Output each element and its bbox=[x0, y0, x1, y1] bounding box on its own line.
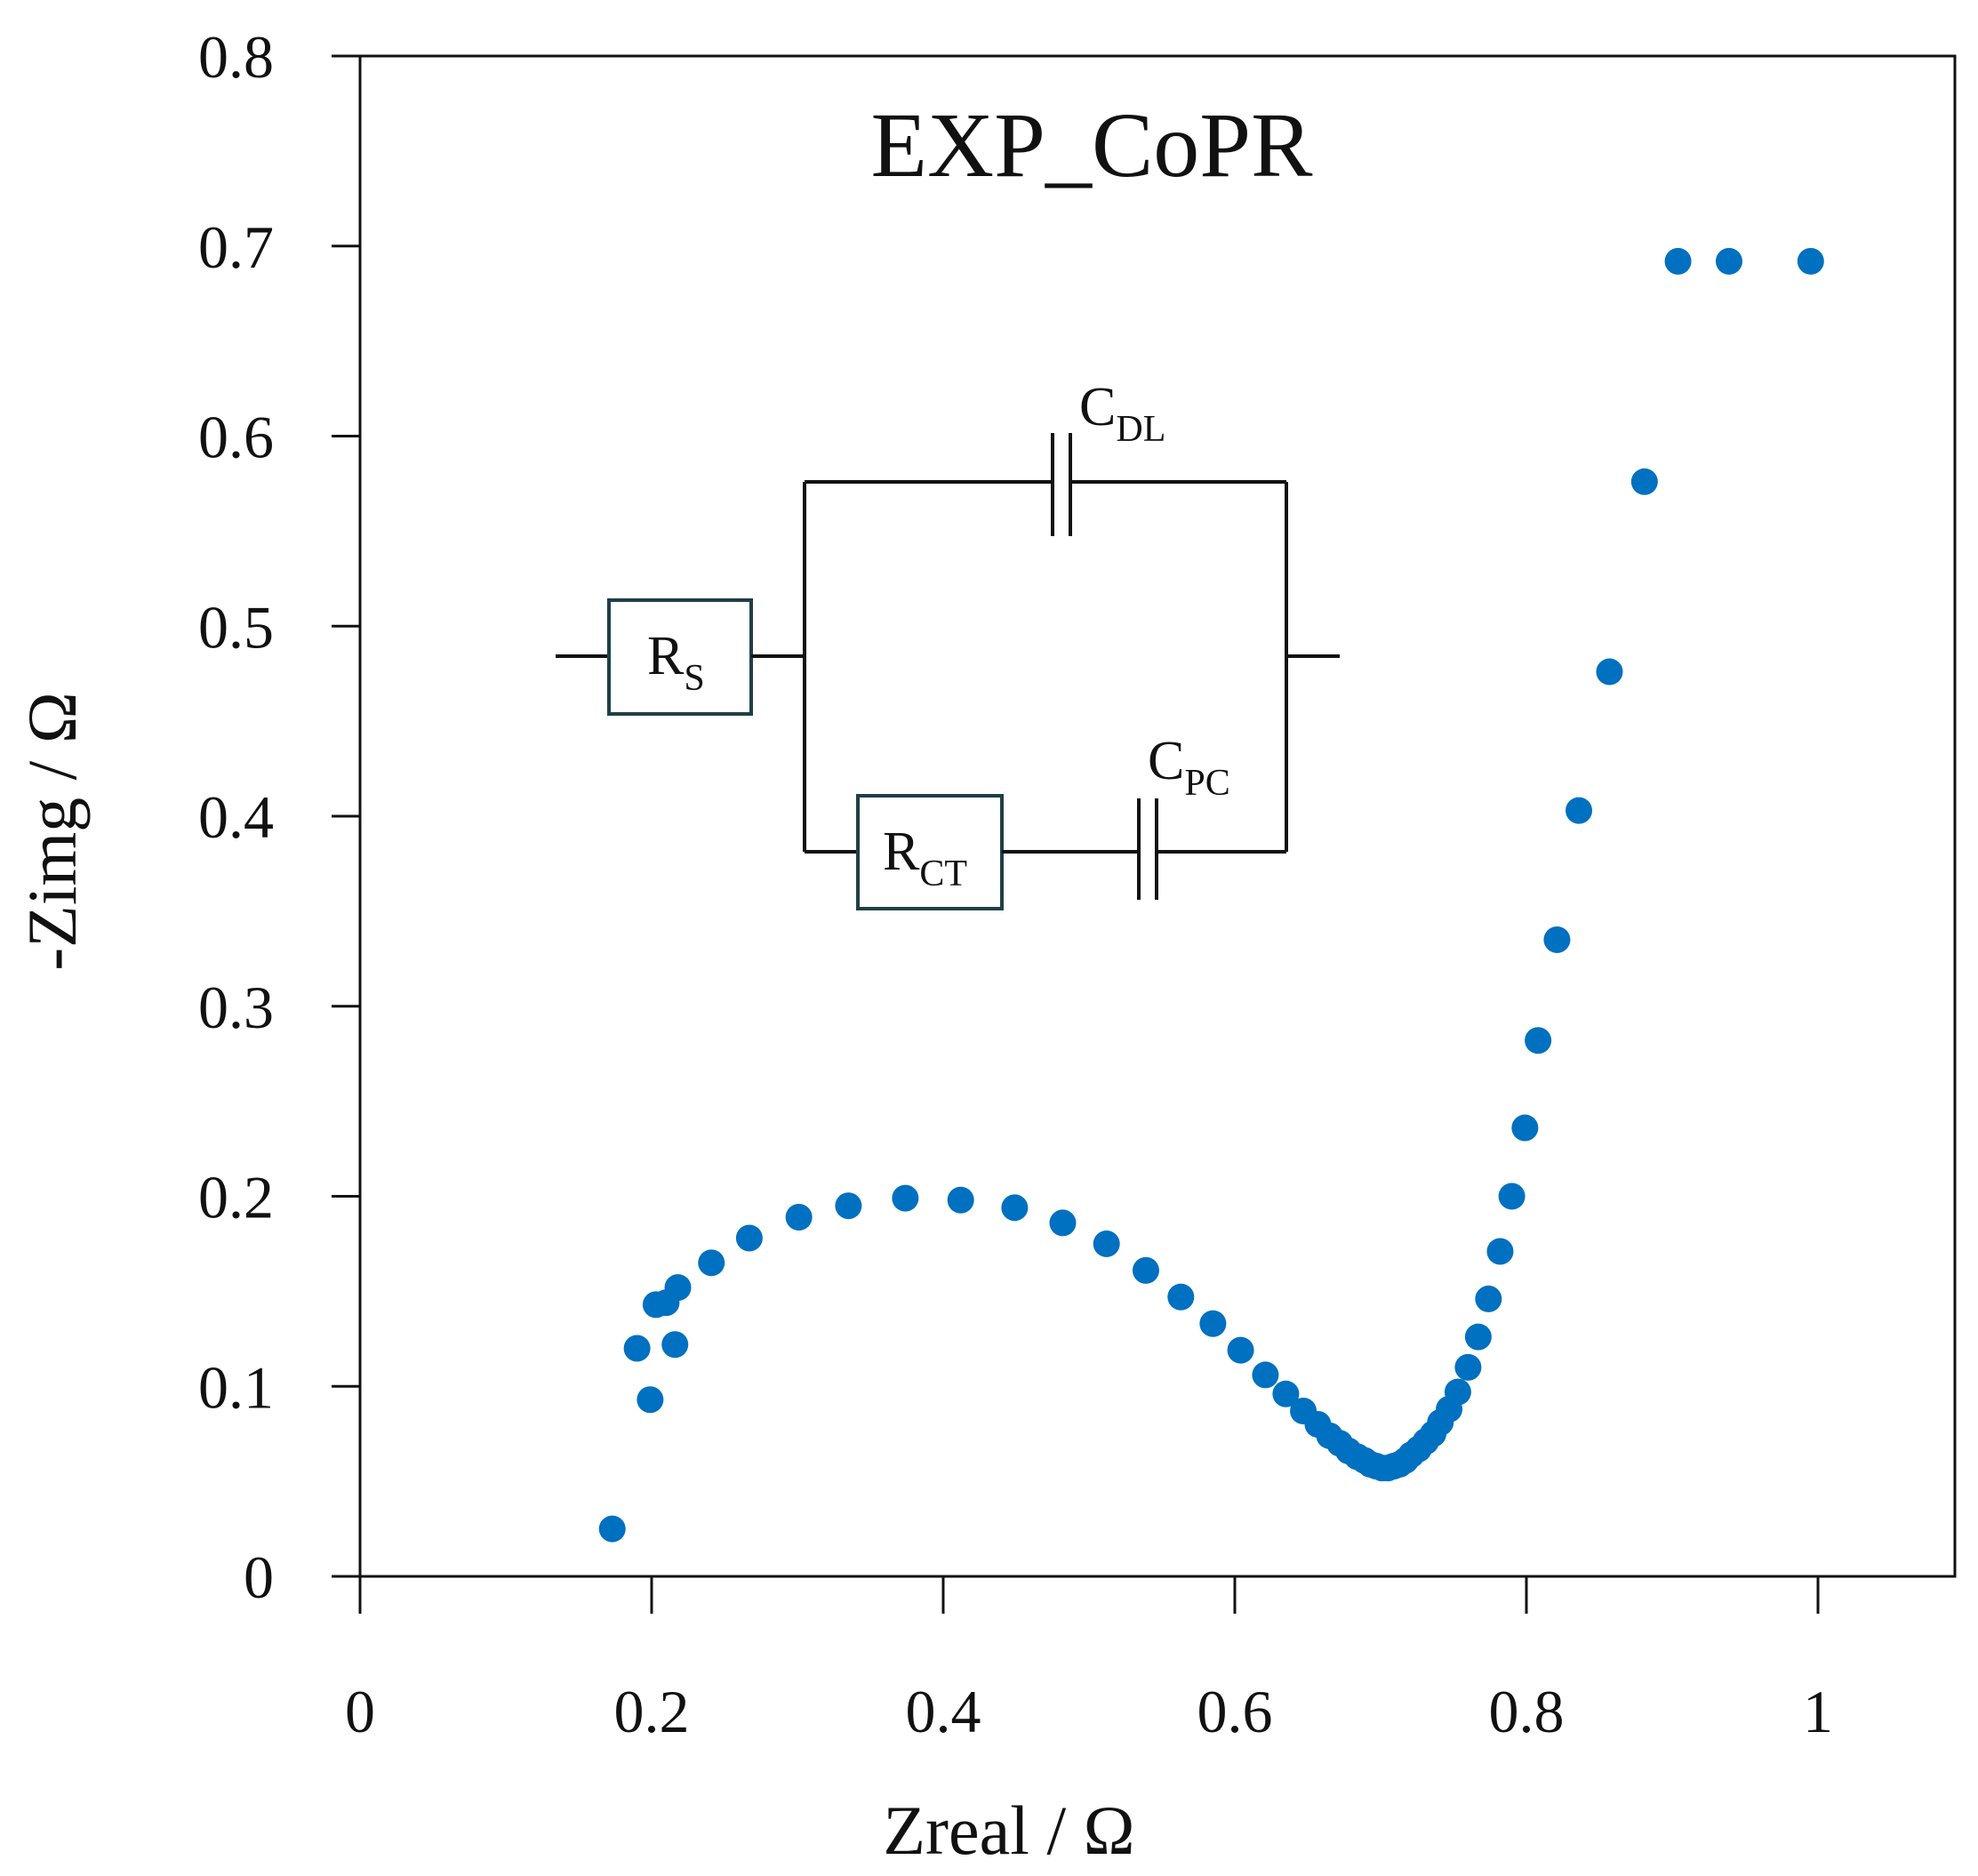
chart-title: EXP_CoPR bbox=[870, 94, 1313, 196]
data-point bbox=[698, 1249, 725, 1277]
data-point bbox=[1498, 1183, 1526, 1210]
data-point bbox=[1475, 1285, 1502, 1312]
x-tick-label: 0.4 bbox=[906, 1678, 981, 1745]
data-point bbox=[661, 1331, 689, 1359]
x-tick-label: 0.2 bbox=[614, 1678, 690, 1745]
data-point bbox=[835, 1192, 862, 1220]
data-point bbox=[598, 1515, 626, 1543]
x-tick-label: 0.8 bbox=[1489, 1678, 1565, 1745]
data-point bbox=[1630, 468, 1658, 495]
x-axis-title: Zreal / Ω bbox=[883, 1792, 1134, 1869]
data-point bbox=[1167, 1283, 1195, 1311]
x-tick-label: 0.6 bbox=[1197, 1678, 1273, 1745]
y-tick-label: 0.7 bbox=[198, 213, 274, 281]
data-point bbox=[623, 1335, 651, 1362]
data-point bbox=[1566, 797, 1593, 824]
capacitor-cdl-label: CDL bbox=[1079, 377, 1165, 450]
data-point bbox=[1001, 1194, 1029, 1222]
equivalent-circuit-diagram: RS CDL RCT CPC bbox=[556, 377, 1340, 910]
y-tick-label: 0.4 bbox=[198, 783, 274, 851]
x-axis: 0 0.2 0.4 0.6 0.8 1 bbox=[345, 1576, 1833, 1745]
data-point bbox=[1252, 1361, 1279, 1389]
data-point bbox=[785, 1204, 813, 1231]
y-axis-title: -Zimg / Ω bbox=[13, 692, 91, 971]
y-tick-label: 0.8 bbox=[198, 23, 274, 91]
data-point bbox=[1272, 1380, 1300, 1407]
capacitor-cpc-label: CPC bbox=[1148, 731, 1230, 804]
data-point bbox=[1664, 247, 1692, 275]
data-point bbox=[664, 1274, 692, 1302]
data-point bbox=[1464, 1323, 1492, 1351]
data-point bbox=[1454, 1353, 1482, 1381]
data-point bbox=[1797, 247, 1824, 275]
data-point bbox=[637, 1386, 664, 1414]
y-tick-label: 0.2 bbox=[198, 1164, 274, 1231]
resistor-rs-label: RS bbox=[647, 626, 705, 699]
y-axis: 0 0.1 0.2 0.3 0.4 0.5 0.6 0.7 0.8 bbox=[198, 23, 360, 1611]
resistor-rct-label: RCT bbox=[883, 822, 967, 894]
data-point bbox=[892, 1184, 919, 1212]
scatter-series bbox=[598, 247, 1824, 1543]
y-tick-label: 0.3 bbox=[198, 974, 274, 1041]
data-point bbox=[1525, 1027, 1552, 1054]
data-point bbox=[1093, 1230, 1120, 1257]
data-point bbox=[1596, 658, 1623, 685]
y-tick-label: 0.5 bbox=[198, 593, 274, 661]
y-tick-label: 0 bbox=[244, 1543, 274, 1611]
y-tick-label: 0.1 bbox=[198, 1353, 274, 1421]
resistor-rs bbox=[607, 598, 753, 716]
data-point bbox=[1543, 926, 1571, 953]
data-point bbox=[1199, 1310, 1227, 1337]
x-tick-label: 1 bbox=[1803, 1678, 1833, 1745]
data-point bbox=[735, 1224, 763, 1252]
data-point bbox=[947, 1186, 974, 1214]
data-point bbox=[1511, 1114, 1539, 1142]
data-point bbox=[1132, 1256, 1159, 1284]
x-tick-label: 0 bbox=[345, 1678, 375, 1745]
data-point bbox=[1444, 1378, 1471, 1406]
data-point bbox=[1227, 1336, 1254, 1364]
y-tick-label: 0.6 bbox=[198, 404, 274, 471]
data-point bbox=[1486, 1238, 1514, 1265]
data-point bbox=[1049, 1209, 1077, 1237]
data-point bbox=[1715, 247, 1742, 275]
